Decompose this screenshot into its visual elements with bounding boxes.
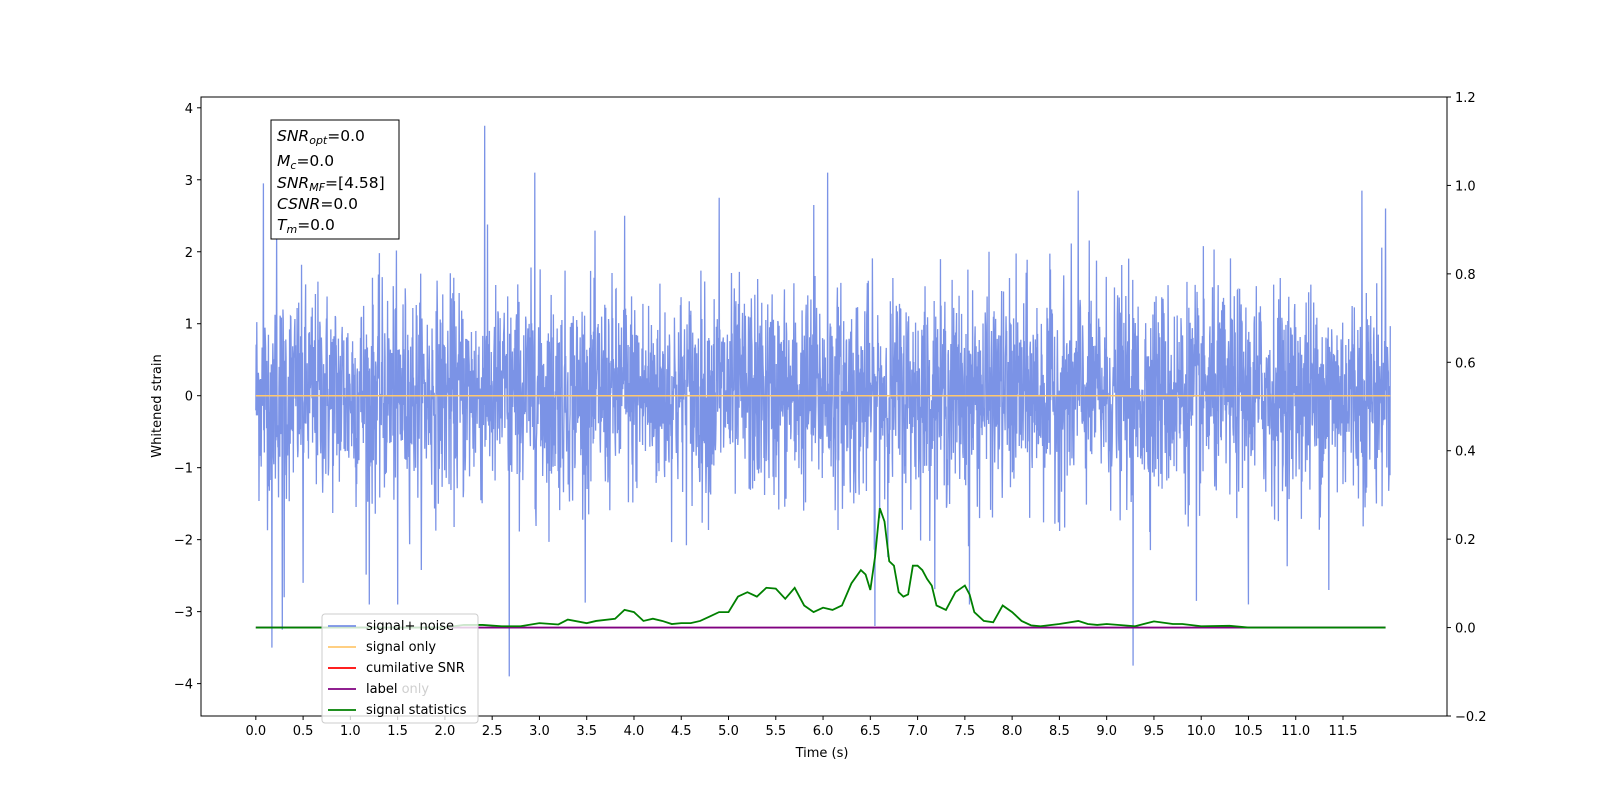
x-tick-label: 1.5 xyxy=(387,724,408,739)
y-left-tick-label: −1 xyxy=(174,462,193,477)
x-tick-label: 2.5 xyxy=(482,724,503,739)
y-left-tick-label: −3 xyxy=(174,606,193,621)
x-axis-label: Time (s) xyxy=(795,746,849,761)
x-tick-label: 0.0 xyxy=(245,724,266,739)
legend-label: cumilative SNR xyxy=(366,661,465,676)
axes-frame xyxy=(200,96,1448,717)
annotation-csnr: CSNR=0.0 xyxy=(277,195,358,213)
y-right-tick-label: −0.2 xyxy=(1455,710,1487,725)
legend-label: label only xyxy=(366,682,429,697)
x-tick-label: 5.5 xyxy=(765,724,786,739)
x-tick-label: 11.5 xyxy=(1329,724,1358,739)
x-tick-label: 8.0 xyxy=(1002,724,1023,739)
x-tick-label: 6.0 xyxy=(813,724,834,739)
legend-frame xyxy=(321,613,479,724)
y-left-tick-label: 0 xyxy=(185,390,193,405)
x-tick-label: 7.0 xyxy=(907,724,928,739)
series-signal-plus-noise xyxy=(255,125,1391,677)
legend-label: label xyxy=(366,682,397,697)
x-tick-label: 3.5 xyxy=(576,724,597,739)
y-right-tick-label: 0.0 xyxy=(1455,622,1476,637)
legend-entry-label: label xyxy=(328,682,397,697)
y-left-tick-label: −2 xyxy=(174,534,193,549)
legend: signal+ noise signal only cumilative SNR… xyxy=(321,613,479,724)
x-tick-label: 4.0 xyxy=(624,724,645,739)
x-tick-label: 6.5 xyxy=(860,724,881,739)
x-axis-ticks: 0.0 0.5 1.0 1.5 2.0 2.5 3.0 3.5 4.0 4.5 5.0 5.5 6.0 6… xyxy=(245,716,1357,739)
y-left-tick-label: 4 xyxy=(185,102,193,117)
legend-label: signal+ noise xyxy=(366,619,454,634)
y-right-tick-label: 0.8 xyxy=(1455,268,1476,283)
x-tick-label: 10.5 xyxy=(1234,724,1263,739)
y-right-tick-label: 0.2 xyxy=(1455,533,1476,548)
annotation-box: SNRopt=0.0 Mc=0.0 SNRMF=[4.58] CSNR=0.0 … xyxy=(270,119,400,240)
annotation-box-frame xyxy=(270,119,400,240)
x-tick-label: 10.0 xyxy=(1187,724,1216,739)
series-signal-statistics xyxy=(255,507,1386,629)
x-tick-label: 9.0 xyxy=(1096,724,1117,739)
x-tick-label: 4.5 xyxy=(671,724,692,739)
y-right-tick-label: 0.4 xyxy=(1455,445,1476,460)
y-right-axis-ticks: −0.2 0.0 0.2 0.4 0.6 0.8 1.0 1.2 xyxy=(1447,91,1487,725)
y-left-tick-label: 2 xyxy=(185,246,193,261)
x-tick-label: 2.0 xyxy=(435,724,456,739)
x-tick-label: 1.0 xyxy=(340,724,361,739)
y-right-tick-label: 0.6 xyxy=(1455,356,1476,371)
x-tick-label: 5.0 xyxy=(718,724,739,739)
annotation-mc: Mc=0.0 xyxy=(277,152,334,172)
x-tick-label: 8.5 xyxy=(1049,724,1070,739)
annotation-snr-opt: SNRopt=0.0 xyxy=(277,127,365,147)
legend-label: signal statistics xyxy=(366,703,467,718)
y-left-tick-label: −4 xyxy=(174,678,193,693)
legend-entry-label-only: label only xyxy=(366,682,429,697)
legend-entry-signal-plus-noise: signal+ noise xyxy=(328,619,454,634)
y-right-tick-label: 1.2 xyxy=(1455,91,1476,106)
y-left-tick-label: 1 xyxy=(185,318,193,333)
x-tick-label: 9.5 xyxy=(1144,724,1165,739)
x-tick-label: 3.0 xyxy=(529,724,550,739)
y-left-tick-label: 3 xyxy=(185,174,193,189)
signal-statistics-line xyxy=(255,507,1386,629)
annotation-snr-mf: SNRMF=[4.58] xyxy=(277,174,385,194)
x-tick-label: 7.5 xyxy=(955,724,976,739)
legend-label: signal only xyxy=(366,640,436,655)
signal-plus-noise-line xyxy=(255,125,1391,677)
legend-entry-cumilative-snr: cumilative SNR xyxy=(328,661,465,676)
x-tick-label: 0.5 xyxy=(293,724,314,739)
legend-entry-signal-statistics: signal statistics xyxy=(328,703,467,718)
annotation-tm: Tm=0.0 xyxy=(277,216,335,236)
legend-entry-signal-only: signal only xyxy=(328,640,436,655)
y-left-axis-ticks: −4 −3 −2 −1 0 1 2 3 4 xyxy=(174,102,201,693)
x-tick-label: 11.0 xyxy=(1281,724,1310,739)
y-right-tick-label: 1.0 xyxy=(1455,179,1476,194)
y-axis-label: Whitened strain xyxy=(150,354,165,457)
